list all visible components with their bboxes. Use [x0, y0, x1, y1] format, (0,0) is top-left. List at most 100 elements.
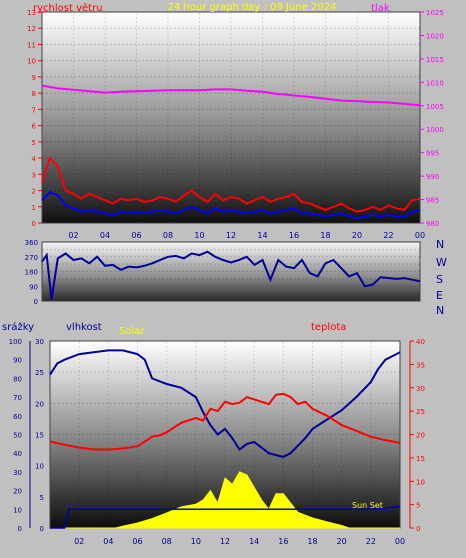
top-x-tick-label: 00 — [415, 231, 425, 240]
bottom-x-tick-label: 08 — [162, 537, 172, 546]
temperature-axis-tick-label: 5 — [416, 502, 420, 510]
rain-axis-tick-label: 90 — [13, 357, 22, 365]
top-x-tick-label: 06 — [131, 231, 141, 240]
wind-axis-tick-label: 10 — [27, 58, 36, 66]
wind-axis-tick-label: 11 — [27, 41, 36, 49]
humidity-axis-tick-label: 15 — [35, 432, 44, 440]
pressure-axis-tick-label: 990 — [426, 173, 439, 181]
humidity-axis-tick-label: 25 — [35, 369, 44, 377]
bottom-x-tick-label: 14 — [249, 537, 259, 546]
pressure-axis-tick-label: 980 — [426, 220, 439, 228]
top-x-tick-label: 02 — [68, 231, 78, 240]
rain-axis-tick-label: 100 — [9, 338, 22, 346]
wind-direction-plot-area — [41, 241, 421, 302]
direction-axis-tick-label: 0 — [34, 298, 38, 306]
rain-axis-tick-label: 50 — [13, 432, 22, 440]
bottom-x-tick-label: 10 — [191, 537, 201, 546]
compass-label-n-bottom: N — [436, 304, 444, 317]
top-x-tick-label: 14 — [257, 231, 267, 240]
bottom-x-tick-label: 02 — [74, 537, 84, 546]
humidity-title: vlhkost — [66, 322, 102, 333]
wind-axis-tick-label: 9 — [32, 74, 36, 82]
bottom-x-tick-label: 00 — [395, 537, 405, 546]
wind-axis-tick-label: 7 — [32, 106, 36, 114]
top-x-tick-label: 16 — [289, 231, 299, 240]
bottom-x-tick-label: 04 — [103, 537, 113, 546]
data-series — [41, 84, 421, 529]
pressure-line — [41, 84, 421, 107]
pressure-axis-tick-label: 985 — [426, 197, 439, 205]
direction-axis-tick-label: 90 — [29, 283, 38, 291]
rain-axis-tick-label: 70 — [13, 394, 22, 402]
axis-ticks: 0123456789101112139809859909951000100510… — [9, 9, 444, 546]
wind-axis-tick-label: 0 — [32, 220, 36, 228]
solar-area — [50, 471, 400, 529]
grid-lines — [42, 11, 421, 529]
top-x-tick-label: 22 — [383, 231, 393, 240]
top-x-tick-label: 12 — [226, 231, 236, 240]
rain-line — [50, 505, 401, 529]
compass-label-e: E — [436, 289, 443, 302]
humidity-axis-tick-label: 0 — [40, 525, 44, 533]
wind-axis-tick-label: 3 — [32, 171, 36, 179]
temperature-axis-tick-label: 40 — [416, 338, 425, 346]
humidity-axis-tick-label: 30 — [35, 338, 44, 346]
wind-direction-line — [41, 250, 421, 300]
temperature-title: teplota — [311, 322, 346, 333]
temperature-axis-tick-label: 35 — [416, 361, 425, 369]
rain-axis-tick-label: 10 — [13, 506, 22, 514]
temperature-axis-tick-label: 0 — [416, 525, 420, 533]
top-x-tick-label: 08 — [163, 231, 173, 240]
rain-axis-tick-label: 20 — [13, 488, 22, 496]
bottom-x-tick-label: 20 — [337, 537, 347, 546]
top-x-tick-label: 04 — [100, 231, 110, 240]
bottom-x-tick-label: 22 — [366, 537, 376, 546]
temperature-line — [49, 392, 401, 451]
pressure-axis-tick-label: 1000 — [426, 126, 444, 134]
wind-axis-tick-label: 1 — [32, 204, 36, 212]
wind-axis-tick-label: 12 — [27, 25, 36, 33]
rain-axis-tick-label: 30 — [13, 469, 22, 477]
compass-label-s: S — [436, 273, 443, 286]
wind-speed-title: rychlost větru — [33, 2, 103, 14]
rain-axis-tick-label: 0 — [18, 525, 22, 533]
wind-speed-line — [41, 156, 421, 213]
rain-title: srážky — [2, 321, 34, 333]
pressure-axis-tick-label: 1020 — [426, 32, 444, 40]
temperature-axis-tick-label: 10 — [416, 478, 425, 486]
rain-axis-tick-label: 60 — [13, 413, 22, 421]
bottom-x-tick-label: 06 — [132, 537, 142, 546]
bottom-x-tick-label: 12 — [220, 537, 230, 546]
temperature-axis-tick-label: 25 — [416, 408, 425, 416]
wind-gust-line — [41, 191, 421, 220]
pressure-title: tlak — [371, 3, 390, 14]
wind-axis-tick-label: 13 — [27, 9, 36, 17]
wind-axis-tick-label: 6 — [32, 123, 37, 131]
humidity-axis-tick-label: 20 — [35, 400, 44, 408]
solar-title: Solar — [119, 326, 145, 337]
rain-axis-tick-label: 40 — [13, 450, 22, 458]
pressure-axis-tick-label: 1025 — [426, 9, 444, 17]
pressure-axis-tick-label: 1010 — [426, 79, 444, 87]
compass-label-n-top: N — [436, 238, 444, 251]
rain-axis-tick-label: 80 — [13, 375, 22, 383]
wind-pressure-plot-area — [41, 11, 421, 224]
top-x-tick-label: 10 — [194, 231, 204, 240]
direction-axis-tick-label: 270 — [25, 254, 38, 262]
sunset-label: Sun Set — [352, 501, 383, 510]
chart-title: 24 hour graph day : 09 June 2024 — [168, 2, 337, 13]
humidity-axis-tick-label: 5 — [40, 494, 44, 502]
wind-axis-tick-label: 4 — [32, 155, 37, 163]
wind-axis-tick-label: 5 — [32, 139, 36, 147]
humidity-line — [49, 349, 401, 458]
direction-axis-tick-label: 180 — [25, 269, 38, 277]
top-x-tick-label: 18 — [320, 231, 330, 240]
pressure-axis-tick-label: 995 — [426, 150, 439, 158]
wind-axis-tick-label: 8 — [32, 90, 36, 98]
bottom-x-tick-label: 16 — [278, 537, 288, 546]
pressure-axis-tick-label: 1005 — [426, 103, 444, 111]
temperature-axis-tick-label: 15 — [416, 455, 425, 463]
direction-axis-tick-label: 360 — [25, 239, 38, 247]
